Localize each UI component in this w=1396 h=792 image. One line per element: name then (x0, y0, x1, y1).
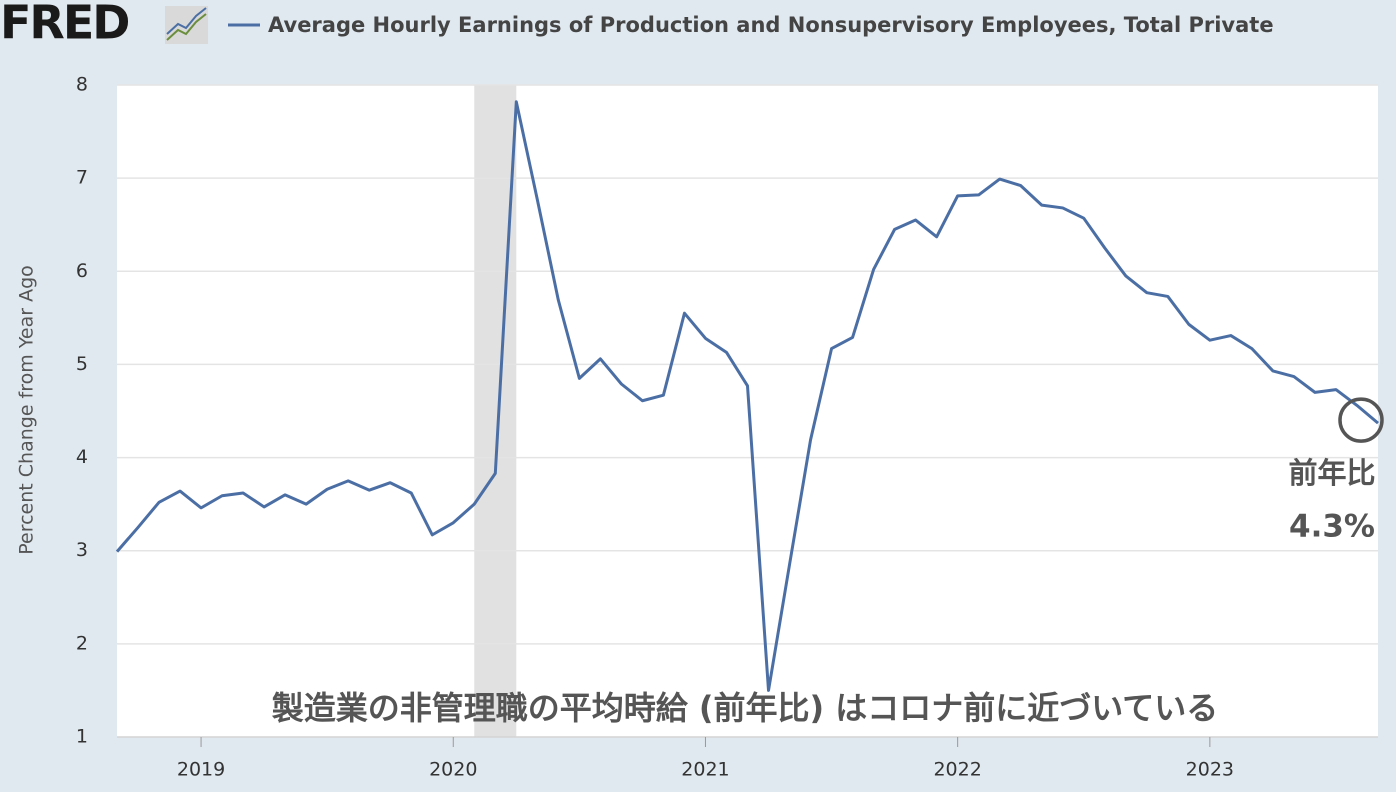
x-tick-label: 2022 (933, 759, 981, 781)
highlight-circle (1338, 397, 1384, 443)
y-tick-label: 4 (76, 446, 88, 468)
y-tick-label: 2 (76, 632, 88, 654)
x-tick-label: 2021 (681, 759, 729, 781)
y-tick-label: 5 (76, 353, 88, 375)
y-tick-label: 6 (76, 260, 88, 282)
annotation: 4.3% (1289, 509, 1375, 545)
y-tick-label: 3 (76, 539, 88, 561)
y-tick-label: 1 (76, 726, 88, 748)
y-tick-label: 8 (76, 74, 88, 96)
legend-label: Average Hourly Earnings of Production an… (268, 13, 1274, 37)
x-tick-label: 2023 (1186, 759, 1234, 781)
y-tick-label: 7 (76, 167, 88, 189)
line (115, 100, 1379, 692)
x-tick-label: 2020 (429, 759, 477, 781)
caption: 製造業の非管理職の平均時給 (前年比) はコロナ前に近づいている (272, 689, 1219, 727)
logo: FRED (0, 0, 128, 50)
plot-area (117, 85, 1378, 737)
recession-shade (474, 85, 517, 737)
logo-icon (165, 6, 208, 44)
annotation: 前年比 (1288, 456, 1375, 490)
y-axis-label: Percent Change from Year Ago (16, 265, 38, 555)
x-tick-label: 2019 (177, 759, 225, 781)
